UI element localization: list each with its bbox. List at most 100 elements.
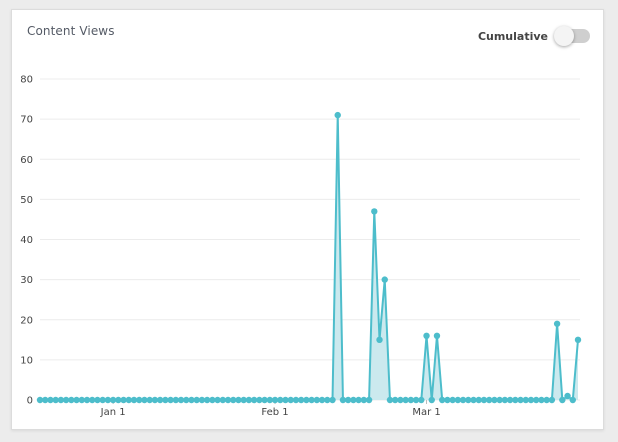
data-point — [162, 396, 169, 404]
data-point — [57, 396, 65, 404]
data-point — [527, 396, 535, 404]
data-point — [287, 396, 294, 404]
series-line — [40, 114, 579, 401]
data-point — [130, 396, 138, 404]
data-point — [83, 396, 91, 404]
data-point — [47, 396, 54, 404]
data-point — [52, 396, 59, 404]
data-point — [574, 336, 582, 344]
data-point — [564, 392, 571, 400]
y-tick-label: 40 — [20, 235, 33, 246]
content-views-card: Content Views Cumulative 0 10 20 30 40 50 60 70… — [11, 9, 604, 430]
x-tick-label: Feb 1 — [261, 407, 288, 418]
data-point — [418, 396, 425, 404]
data-point — [438, 396, 446, 404]
data-point — [261, 396, 268, 404]
data-point — [151, 396, 159, 404]
data-point — [172, 396, 180, 404]
data-point — [188, 396, 195, 404]
data-point — [89, 396, 96, 404]
data-point — [386, 396, 394, 404]
data-point — [428, 396, 435, 404]
data-point — [496, 396, 503, 404]
y-tick-label: 10 — [20, 355, 33, 366]
data-point — [355, 396, 362, 404]
x-tick-label: Jan 1 — [100, 407, 126, 418]
data-point — [256, 396, 263, 404]
y-tick-label: 80 — [20, 75, 33, 86]
data-point — [522, 396, 529, 404]
data-point — [115, 396, 122, 404]
data-point — [533, 396, 540, 404]
data-point — [365, 396, 373, 404]
data-point — [214, 396, 221, 404]
data-point — [271, 396, 279, 404]
data-point — [235, 396, 242, 404]
data-point — [480, 396, 488, 404]
data-point — [230, 396, 237, 404]
data-point — [308, 396, 315, 404]
data-point — [459, 396, 467, 404]
y-tick-label: 30 — [20, 275, 33, 286]
data-point — [334, 111, 341, 119]
data-point — [339, 396, 347, 404]
data-point — [470, 396, 477, 404]
data-point — [292, 396, 300, 404]
data-point — [423, 332, 430, 339]
data-point — [344, 396, 352, 404]
data-point — [360, 396, 368, 404]
data-point — [391, 396, 399, 404]
data-point — [376, 336, 383, 344]
data-point — [62, 396, 70, 404]
data-point — [444, 396, 451, 404]
data-point — [109, 396, 117, 404]
data-point — [240, 396, 247, 404]
data-point — [329, 396, 336, 404]
data-point — [156, 396, 164, 404]
data-point — [559, 396, 566, 404]
data-point — [125, 396, 132, 404]
data-point — [381, 276, 388, 283]
data-point — [167, 396, 174, 404]
data-point — [501, 396, 509, 404]
data-point — [512, 396, 519, 404]
cumulative-label: Cumulative — [477, 29, 548, 43]
data-point — [371, 208, 378, 215]
data-point — [538, 396, 545, 404]
data-point — [569, 396, 576, 404]
data-point — [297, 396, 305, 404]
data-point — [193, 396, 200, 404]
y-tick-label: 0 — [27, 396, 33, 407]
data-point — [68, 396, 75, 404]
series-area — [40, 115, 578, 401]
data-point — [486, 396, 493, 404]
data-point — [407, 396, 415, 404]
data-point — [412, 396, 420, 404]
data-point — [454, 396, 462, 404]
toggle-knob[interactable] — [554, 26, 574, 46]
data-point — [313, 396, 321, 404]
data-point — [475, 396, 482, 404]
data-point — [245, 396, 253, 404]
data-point — [141, 396, 148, 404]
data-point — [282, 396, 289, 404]
y-tick-label: 60 — [20, 155, 33, 166]
data-point — [250, 396, 258, 404]
data-point — [42, 396, 49, 404]
data-point — [318, 396, 326, 404]
cumulative-toggle[interactable] — [554, 26, 590, 46]
data-point — [78, 396, 85, 404]
data-point — [303, 396, 310, 404]
data-point — [350, 396, 357, 404]
data-point — [146, 396, 153, 404]
data-point — [104, 396, 112, 404]
data-point — [136, 396, 143, 404]
data-point — [543, 396, 550, 404]
data-point — [324, 396, 331, 404]
data-point — [209, 396, 216, 404]
data-point — [203, 396, 211, 404]
data-point — [449, 396, 456, 404]
data-point — [517, 396, 524, 404]
data-point — [120, 396, 127, 404]
card-title: Content Views — [27, 24, 115, 38]
